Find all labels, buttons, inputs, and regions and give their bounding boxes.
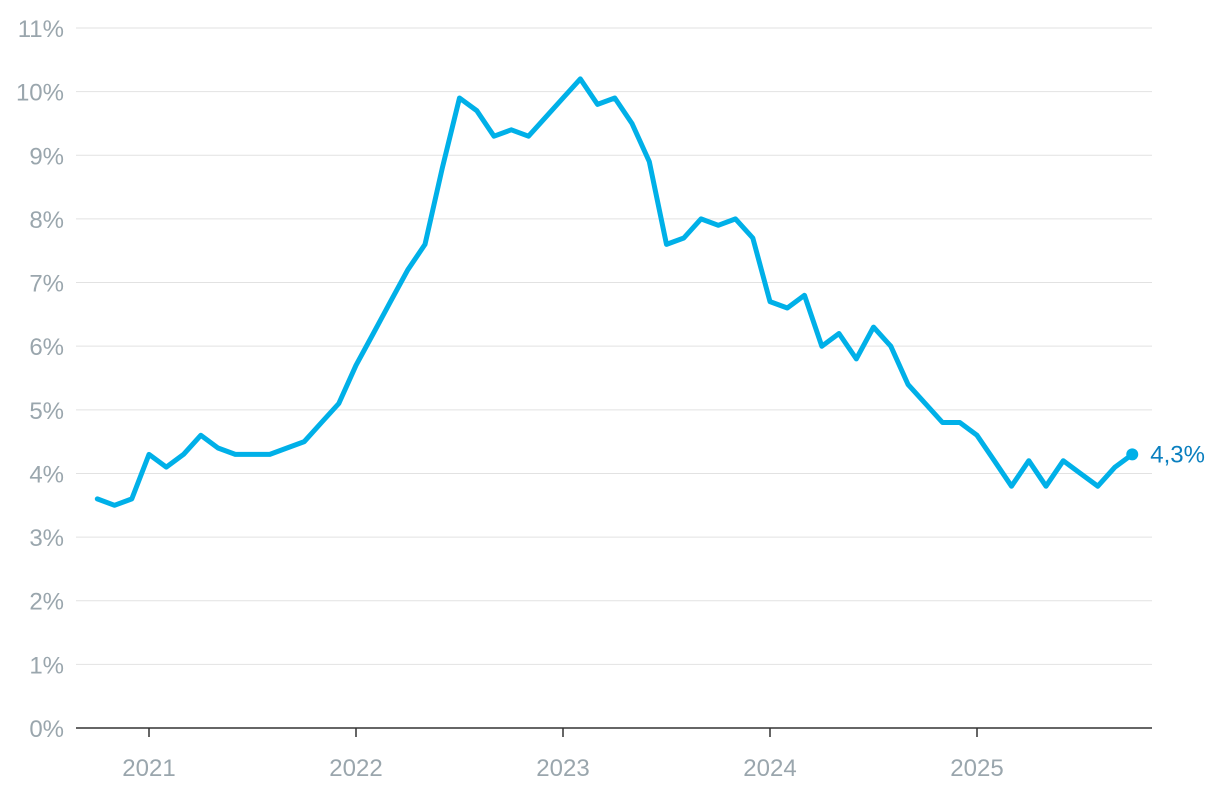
y-tick-label: 10% xyxy=(16,80,64,107)
gridlines xyxy=(76,27,1152,665)
series-line xyxy=(94,76,1135,508)
end-point-marker xyxy=(1126,448,1139,461)
y-tick-label: 9% xyxy=(29,143,64,170)
y-tick-label: 4% xyxy=(29,461,64,488)
end-value-label: 4,3% xyxy=(1150,441,1205,468)
y-tick-label: 5% xyxy=(29,398,64,425)
x-tick-label: 2022 xyxy=(329,755,382,782)
x-tick-label: 2025 xyxy=(950,755,1003,782)
y-tick-label: 6% xyxy=(29,334,64,361)
y-tick-label: 2% xyxy=(29,589,64,616)
y-tick-label: 7% xyxy=(29,271,64,298)
y-axis-tick-labels: 0% 1% 2% 3% 4% 5% 6% 7% 8% 9% 10% 11% xyxy=(16,16,64,743)
y-tick-label: 0% xyxy=(29,716,64,743)
x-tick-label: 2024 xyxy=(743,755,796,782)
y-tick-label: 11% xyxy=(18,16,64,43)
x-tick-label: 2021 xyxy=(122,755,175,782)
y-tick-label: 1% xyxy=(29,652,64,679)
y-tick-label: 8% xyxy=(29,207,64,234)
x-axis-ticks: 2021 2022 2023 2024 2025 xyxy=(122,728,1004,782)
x-tick-label: 2023 xyxy=(536,755,589,782)
y-tick-label: 3% xyxy=(29,525,64,552)
